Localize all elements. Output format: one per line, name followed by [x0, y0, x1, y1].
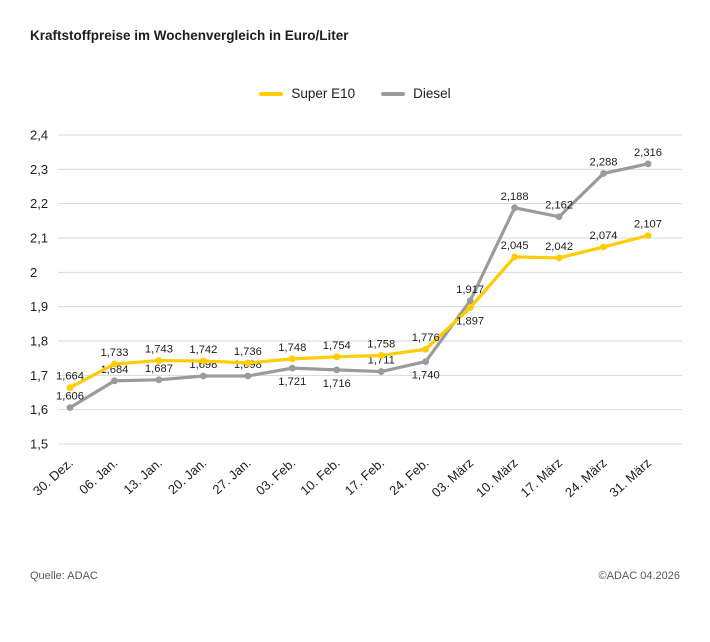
super-e10-data-label: 2,042 [545, 241, 573, 253]
diesel-data-point [377, 368, 385, 375]
legend-label-super-e10: Super E10 [291, 86, 356, 101]
y-axis-tick-label: 1,5 [30, 437, 48, 452]
diesel-data-label: 2,188 [501, 191, 529, 203]
diesel-data-point [199, 372, 207, 380]
super-e10-data-point [644, 232, 652, 239]
super-e10-data-point [422, 345, 430, 353]
x-axis-tick-label: 24. März [562, 455, 610, 500]
diesel-data-point [288, 364, 296, 372]
super-e10-data-point [600, 243, 607, 251]
x-axis-tick-label: 27. Jan. [209, 455, 253, 497]
legend-item-diesel: Diesel [381, 86, 451, 101]
diesel-data-point [66, 404, 74, 412]
super-e10-data-point [555, 254, 563, 262]
diesel-data-point [155, 376, 163, 384]
chart-legend: Super E10 Diesel [0, 86, 710, 101]
diesel-data-point [644, 160, 652, 168]
diesel-data-label: 2,162 [545, 200, 573, 212]
diesel-data-label: 1,716 [323, 378, 351, 390]
super-e10-data-label: 1,733 [100, 347, 128, 359]
y-axis-tick-label: 2 [30, 265, 37, 280]
x-axis-tick-label: 03. März [429, 455, 477, 500]
super-e10-data-label: 1,736 [234, 346, 262, 358]
x-axis-tick-label: 24. Feb. [386, 455, 431, 498]
diesel-data-label: 1,687 [145, 363, 173, 375]
super-e10-data-label: 1,776 [412, 332, 440, 344]
super-e10-data-label: 2,045 [501, 240, 529, 252]
x-axis-tick-label: 17. März [517, 455, 565, 500]
super-e10-data-point [199, 357, 207, 365]
y-axis-tick-label: 2,3 [30, 162, 48, 177]
diesel-data-point [555, 213, 563, 221]
super-e10-data-point [511, 253, 519, 261]
x-axis-tick-label: 31. März [606, 455, 654, 500]
diesel-data-label: 2,288 [590, 156, 618, 168]
super-e10-data-label: 1,897 [456, 316, 484, 328]
y-axis-tick-label: 1,9 [30, 299, 48, 314]
diesel-data-point [422, 358, 430, 365]
diesel-data-label: 2,316 [634, 147, 662, 159]
super-e10-data-point [244, 359, 252, 367]
diesel-data-label: 1,740 [412, 370, 440, 382]
super-e10-data-label: 1,743 [145, 344, 173, 356]
x-axis-tick-label: 06. Jan. [76, 455, 120, 497]
diesel-data-point [466, 297, 474, 305]
x-axis-tick-label: 30. Dez. [30, 455, 76, 499]
super-e10-data-label: 1,664 [56, 371, 84, 383]
diesel-data-label: 1,606 [56, 391, 84, 403]
super-e10-data-point [155, 357, 163, 364]
x-axis-tick-label: 20. Jan. [165, 455, 209, 497]
super-e10-data-point [466, 304, 474, 312]
source-note: Quelle: ADAC [30, 570, 98, 582]
x-axis-tick-label: 17. Feb. [342, 455, 387, 498]
chart-footer: Quelle: ADAC ©ADAC 04.2026 [30, 570, 680, 582]
diesel-data-label: 1,721 [278, 376, 306, 388]
legend-item-super-e10: Super E10 [259, 86, 355, 101]
super-e10-data-label: 1,748 [278, 342, 306, 354]
diesel-data-label: 1,917 [456, 284, 484, 296]
super-e10-data-point [288, 355, 296, 363]
super-e10-data-label: 1,758 [367, 338, 395, 350]
super-e10-data-point [377, 352, 385, 359]
y-axis-tick-label: 2,2 [30, 196, 48, 211]
diesel-data-point [333, 366, 341, 374]
super-e10-data-point [111, 360, 118, 368]
super-e10-data-label: 1,742 [189, 344, 217, 356]
y-axis-tick-label: 1,6 [30, 402, 48, 417]
super-e10-data-label: 2,074 [590, 230, 618, 242]
diesel-data-label: 1,711 [368, 355, 395, 367]
x-axis-tick-label: 03. Feb. [253, 455, 298, 498]
super-e10-line [68, 233, 650, 390]
super-e10-data-label: 2,107 [634, 219, 662, 231]
x-axis-tick-label: 10. März [473, 455, 521, 500]
super-e10-data-point [333, 353, 341, 361]
super-e10-line-swatch [259, 91, 284, 96]
x-axis-tick-label: 13. Jan. [121, 455, 165, 497]
y-axis-tick-label: 2,4 [30, 128, 48, 143]
chart-title: Kraftstoffpreise im Wochenvergleich in E… [30, 28, 349, 43]
diesel-data-point [244, 372, 252, 380]
diesel-line [68, 162, 650, 410]
diesel-data-point [111, 377, 118, 385]
y-axis-tick-label: 2,1 [30, 231, 48, 246]
super-e10-data-label: 1,754 [323, 340, 351, 352]
fuel-price-line-chart: 2,4 2,3 2,2 2,1 2 1,9 1,8 1,7 1,6 1,5 30. Dez. 06. … [30, 128, 682, 500]
y-axis-tick-label: 1,8 [30, 334, 48, 349]
diesel-line-swatch [381, 91, 406, 96]
copyright-note: ©ADAC 04.2026 [598, 570, 681, 582]
legend-label-diesel: Diesel [413, 86, 451, 101]
diesel-data-point [511, 204, 519, 212]
diesel-data-point [600, 170, 607, 177]
super-e10-data-point [66, 384, 74, 392]
x-axis-tick-label: 10. Feb. [297, 455, 342, 498]
y-axis-tick-label: 1,7 [30, 368, 48, 383]
